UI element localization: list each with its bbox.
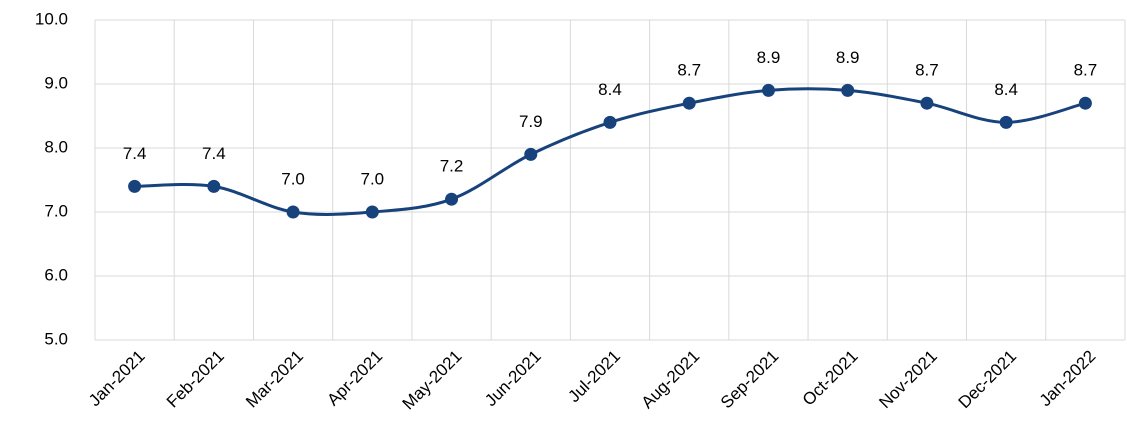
x-tick-label: Jun-2021 (481, 347, 545, 411)
data-point (1078, 96, 1092, 110)
x-tick-label: Oct-2021 (799, 347, 862, 410)
y-tick-label: 10.0 (35, 9, 68, 28)
x-tick-label: Nov-2021 (875, 347, 941, 413)
y-tick-label: 6.0 (44, 265, 68, 284)
data-label: 8.4 (994, 80, 1018, 99)
data-point (365, 205, 379, 219)
x-tick-label: Dec-2021 (955, 347, 1021, 413)
data-point (682, 96, 696, 110)
data-line (134, 87, 1086, 216)
data-point (999, 115, 1013, 129)
data-label: 7.4 (123, 144, 147, 163)
data-point (286, 205, 300, 219)
data-label: 8.9 (836, 48, 860, 67)
data-point (524, 147, 538, 161)
x-tick-label: Jan-2022 (1036, 347, 1100, 411)
data-point (761, 83, 775, 97)
y-tick-label: 7.0 (44, 201, 68, 220)
data-label: 7.0 (360, 169, 384, 188)
data-label: 7.2 (440, 157, 464, 176)
data-point (603, 115, 617, 129)
x-tick-label: Jul-2021 (564, 347, 624, 407)
x-tick-label: Mar-2021 (242, 347, 307, 412)
y-tick-label: 8.0 (44, 137, 68, 156)
data-label: 8.7 (915, 61, 939, 80)
data-label: 8.4 (598, 80, 622, 99)
y-tick-label: 5.0 (44, 329, 68, 348)
data-point (207, 179, 221, 193)
data-label: 7.4 (202, 144, 226, 163)
data-point (128, 179, 142, 193)
x-tick-label: Aug-2021 (638, 347, 704, 413)
x-tick-label: Jan-2021 (85, 347, 149, 411)
data-point (920, 96, 934, 110)
data-label: 8.9 (757, 48, 781, 67)
data-point (841, 83, 855, 97)
x-tick-label: Sep-2021 (717, 347, 783, 413)
y-tick-label: 9.0 (44, 73, 68, 92)
x-tick-label: Apr-2021 (323, 347, 386, 410)
data-label: 7.0 (281, 169, 305, 188)
data-label: 7.9 (519, 112, 543, 131)
data-point (445, 192, 459, 206)
x-tick-label: Feb-2021 (163, 347, 228, 412)
x-tick-label: May-2021 (399, 347, 466, 414)
data-label: 8.7 (1074, 61, 1098, 80)
data-label: 8.7 (677, 61, 701, 80)
